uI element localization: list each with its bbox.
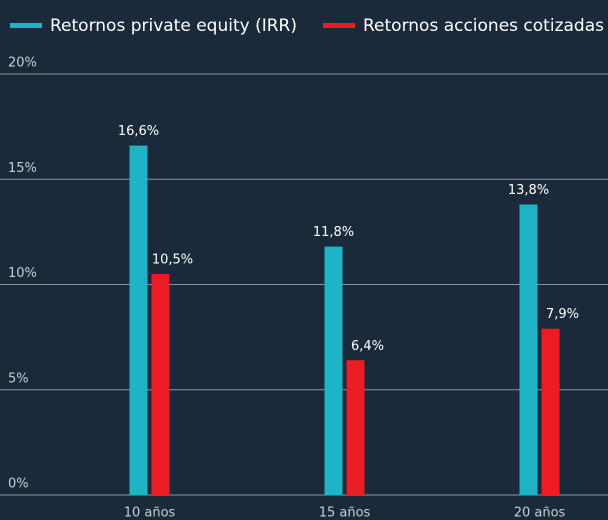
- data-label: 10,5%: [152, 252, 193, 267]
- x-tick-label: 20 años: [514, 506, 566, 520]
- y-tick-label: 20%: [8, 56, 37, 71]
- data-label: 13,8%: [508, 183, 549, 198]
- legend-label: Retornos acciones cotizadas: [363, 16, 604, 36]
- x-tick-label: 10 años: [124, 506, 176, 520]
- bar: [541, 328, 560, 495]
- bar: [151, 273, 170, 495]
- data-label: 16,6%: [118, 124, 159, 139]
- bar: [346, 360, 365, 495]
- data-label: 7,9%: [546, 307, 579, 322]
- data-label: 6,4%: [351, 339, 384, 354]
- y-tick-label: 0%: [8, 477, 29, 492]
- y-tick-label: 5%: [8, 371, 29, 386]
- x-tick-label: 15 años: [319, 506, 371, 520]
- y-tick-label: 10%: [8, 266, 37, 281]
- bar: [324, 246, 343, 495]
- legend-swatch: [10, 23, 42, 28]
- bar: [519, 204, 538, 495]
- y-tick-label: 15%: [8, 161, 37, 176]
- bar: [129, 145, 148, 495]
- data-label: 11,8%: [313, 225, 354, 240]
- legend-label: Retornos private equity (IRR): [50, 16, 297, 36]
- legend-swatch: [323, 23, 355, 28]
